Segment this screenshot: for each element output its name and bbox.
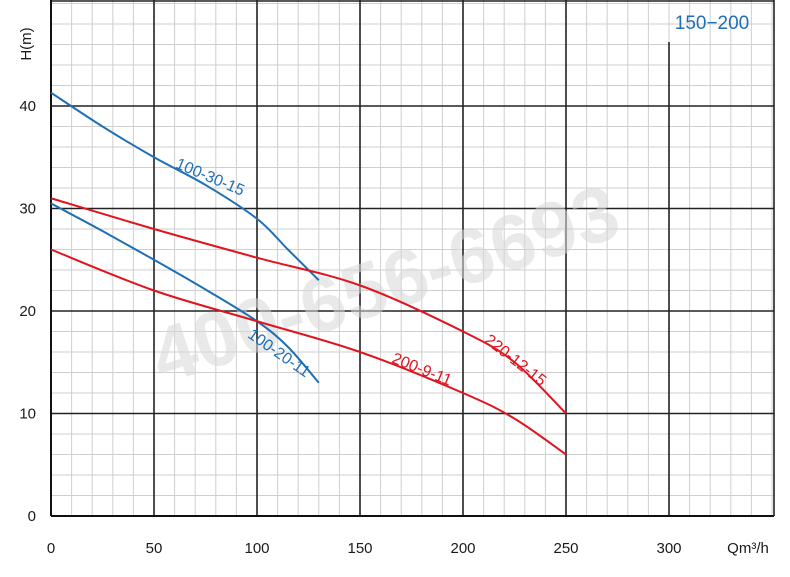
series-label-220-12-15: 220-12-15 — [481, 332, 549, 390]
chart-title: 150−200 — [675, 13, 750, 34]
x-axis-label: Qm³/h — [727, 540, 769, 557]
series-line-100-20-11 — [50, 202, 320, 384]
y-tick-label: 0 — [28, 508, 36, 525]
x-tick-label: 300 — [656, 540, 681, 557]
series-line-100-30-15 — [50, 91, 320, 281]
x-tick-labels: 0 50 100 150 200 250 300 — [47, 540, 682, 557]
x-tick-label: 100 — [244, 540, 269, 557]
x-tick-label: 50 — [146, 540, 163, 557]
y-tick-labels: 0 10 20 30 40 — [19, 98, 36, 525]
axes — [50, 0, 774, 517]
y-tick-label: 10 — [19, 406, 36, 423]
x-tick-label: 150 — [347, 540, 372, 557]
y-tick-label: 20 — [19, 303, 36, 320]
series-line-200-9-11 — [50, 248, 567, 456]
series-line-220-12-15 — [50, 197, 567, 415]
x-tick-label: 0 — [47, 540, 55, 557]
watermark: 400-656-6693 — [140, 167, 629, 401]
series-label-100-30-15: 100-30-15 — [173, 156, 247, 200]
y-tick-label: 30 — [19, 201, 36, 218]
x-tick-label: 200 — [450, 540, 475, 557]
y-tick-label: 40 — [19, 98, 36, 115]
y-axis-label: H(m) — [18, 27, 35, 60]
major-grid — [51, 0, 775, 516]
x-tick-label: 250 — [553, 540, 578, 557]
series-lines — [50, 91, 567, 456]
